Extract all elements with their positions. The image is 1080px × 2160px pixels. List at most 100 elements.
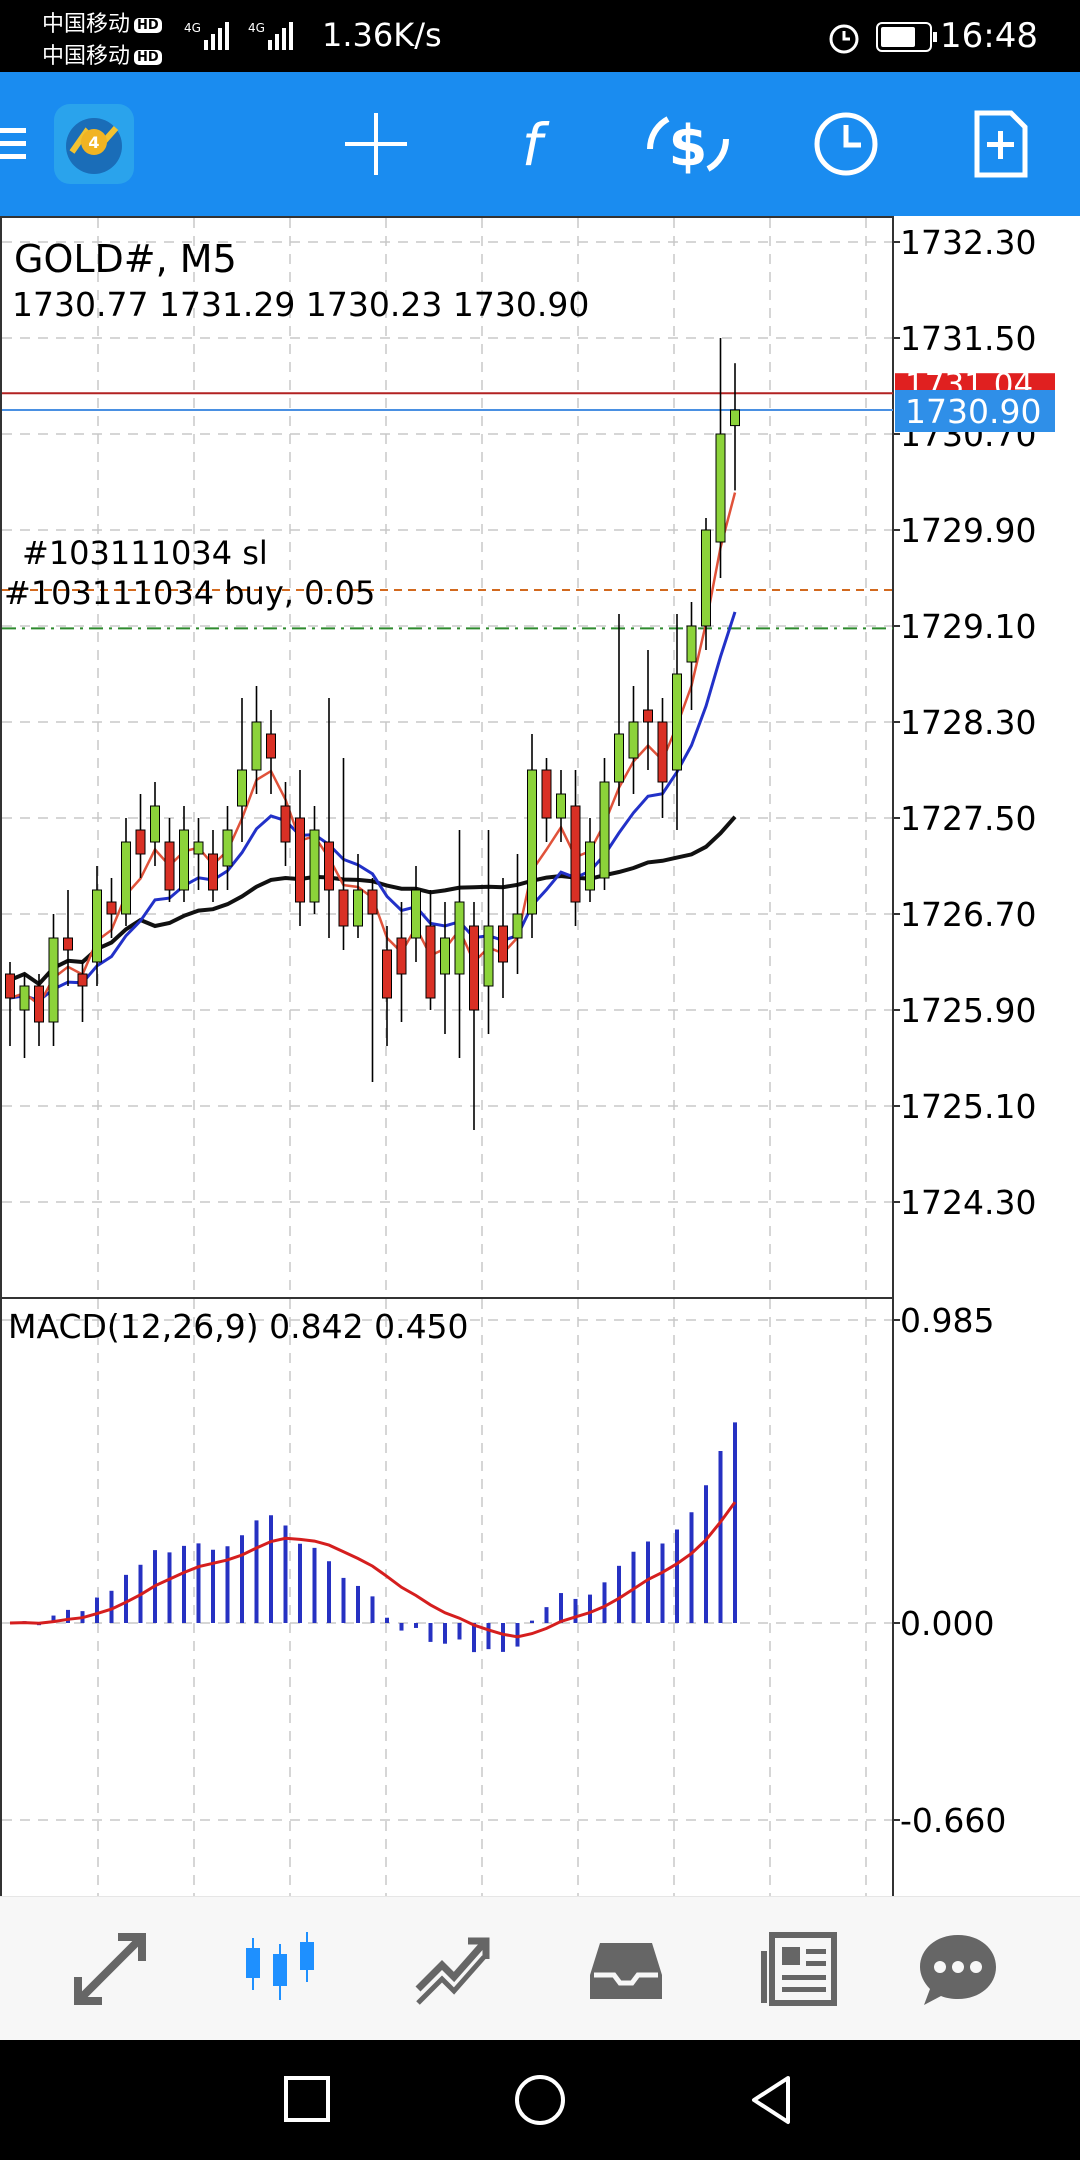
chart-area[interactable]: 1732.30 1731.50 1730.70 1729.90 1729.10 1728.… bbox=[0, 216, 1080, 2102]
candle-body bbox=[454, 901, 465, 975]
current-price-label: 1730.90 bbox=[905, 392, 1041, 431]
clock: 16:48 bbox=[940, 16, 1038, 56]
candle-body bbox=[411, 889, 421, 939]
menu-icon[interactable] bbox=[0, 102, 38, 186]
candle-body bbox=[599, 781, 610, 879]
svg-text:4G: 4G bbox=[248, 21, 265, 35]
candle-body bbox=[396, 937, 407, 975]
crosshair-icon[interactable] bbox=[334, 102, 418, 186]
grid bbox=[2, 218, 892, 2055]
ma-mid-line bbox=[9, 611, 737, 1003]
candles bbox=[5, 338, 740, 1130]
price-tick-label: 1726.70 bbox=[900, 895, 1036, 934]
candle-body bbox=[614, 733, 624, 783]
price-tick-label: 1725.10 bbox=[900, 1087, 1036, 1126]
order-lines bbox=[2, 392, 893, 630]
candle-body bbox=[193, 841, 204, 855]
price-tick-label: 1729.90 bbox=[900, 511, 1036, 550]
price-chart[interactable]: 1732.301731.501730.701729.901729.101728.… bbox=[0, 216, 1080, 2102]
candle-body bbox=[237, 769, 247, 807]
timeframe-icon[interactable] bbox=[804, 102, 888, 186]
current-price-tag bbox=[895, 390, 1055, 432]
candle-body bbox=[498, 925, 508, 963]
candle-body bbox=[324, 841, 334, 891]
main-chart-frame bbox=[0, 216, 894, 1299]
candle-body bbox=[643, 709, 653, 723]
price-axis: 1732.301731.501730.701729.901729.101728.… bbox=[893, 223, 1055, 1222]
svg-text:f: f bbox=[522, 111, 550, 179]
candle-body bbox=[657, 721, 668, 783]
history-inbox-icon[interactable] bbox=[578, 1921, 674, 2017]
candle-body bbox=[483, 925, 494, 987]
candle-body bbox=[121, 841, 131, 915]
candle-body bbox=[527, 769, 537, 915]
candle-body bbox=[672, 673, 682, 771]
back-icon[interactable] bbox=[736, 2064, 808, 2136]
candle-body bbox=[266, 733, 276, 759]
candle-body bbox=[63, 937, 73, 951]
price-tick-label: 1725.90 bbox=[900, 991, 1036, 1030]
macd-signal-line bbox=[9, 1501, 737, 1639]
price-tick-label: 1732.30 bbox=[900, 223, 1036, 262]
signal-icon: 4G 4G bbox=[184, 21, 293, 50]
top-toolbar: 4 f $ bbox=[0, 72, 1080, 216]
candle-body bbox=[135, 829, 146, 855]
bottom-navigation bbox=[0, 1896, 1080, 2040]
trade-icon[interactable]: $ bbox=[646, 102, 730, 186]
svg-text:4G: 4G bbox=[184, 21, 201, 35]
candle-body bbox=[469, 925, 479, 1011]
price-tick-label: 1727.50 bbox=[900, 799, 1036, 838]
candle-body bbox=[570, 805, 581, 903]
news-icon[interactable] bbox=[752, 1921, 848, 2017]
candle-body bbox=[425, 925, 436, 999]
candle-body bbox=[686, 625, 697, 663]
candle-body bbox=[382, 949, 392, 999]
candle-body bbox=[440, 937, 450, 975]
alarm-icon bbox=[829, 24, 859, 54]
candle-body bbox=[19, 985, 30, 1011]
macd-tick-label: 0.985 bbox=[900, 1301, 994, 1340]
candle-body bbox=[556, 793, 566, 819]
system-navigation bbox=[0, 2040, 1080, 2160]
ohlc-values: 1730.77 1731.29 1730.23 1730.90 bbox=[12, 285, 589, 324]
macd-tick-label: 0.000 bbox=[900, 1604, 994, 1643]
candle-body bbox=[353, 889, 363, 927]
candle-body bbox=[715, 433, 726, 543]
carrier-1: 中国移动 HD bbox=[42, 6, 162, 38]
candle-body bbox=[48, 937, 59, 1023]
candle-body bbox=[222, 829, 233, 867]
metatrader-logo[interactable]: 4 bbox=[52, 102, 136, 186]
chart-nav-icon[interactable] bbox=[232, 1921, 328, 2017]
candle-body bbox=[179, 829, 189, 891]
quotes-icon[interactable] bbox=[62, 1921, 158, 2017]
price-tick-label: 1731.50 bbox=[900, 319, 1036, 358]
macd-tick-label: -0.660 bbox=[900, 1801, 1006, 1840]
new-order-icon[interactable] bbox=[958, 102, 1042, 186]
candle-body bbox=[309, 829, 320, 903]
price-tick-label: 1729.10 bbox=[900, 607, 1036, 646]
recent-apps-icon[interactable] bbox=[272, 2064, 344, 2136]
candle-body bbox=[701, 529, 711, 627]
battery-icon bbox=[876, 22, 937, 52]
order-label: #103111034 buy, 0.05 bbox=[4, 574, 375, 612]
sl-label: #103111034 sl bbox=[22, 534, 268, 572]
price-tick-label: 1728.30 bbox=[900, 703, 1036, 742]
macd-axis: 0.985 0.000 -0.660 bbox=[893, 1301, 1006, 1840]
symbol-title: GOLD#, M5 bbox=[14, 237, 237, 281]
chat-icon[interactable] bbox=[910, 1921, 1006, 2017]
candle-body bbox=[164, 841, 175, 891]
candle-body bbox=[280, 805, 291, 843]
candle-body bbox=[512, 913, 523, 939]
candle-body bbox=[338, 889, 349, 927]
home-icon[interactable] bbox=[504, 2064, 576, 2136]
candle-body bbox=[367, 889, 378, 915]
candle-body bbox=[77, 973, 88, 987]
candle-body bbox=[730, 409, 740, 427]
macd-label: MACD(12,26,9) 0.842 0.450 bbox=[8, 1307, 469, 1346]
candle-body bbox=[295, 817, 305, 903]
trade-nav-icon[interactable] bbox=[404, 1921, 500, 2017]
macd-indicator bbox=[9, 1422, 737, 1653]
network-speed: 1.36K/s bbox=[322, 16, 442, 54]
candle-body bbox=[5, 973, 15, 999]
indicators-icon[interactable]: f bbox=[490, 102, 574, 186]
